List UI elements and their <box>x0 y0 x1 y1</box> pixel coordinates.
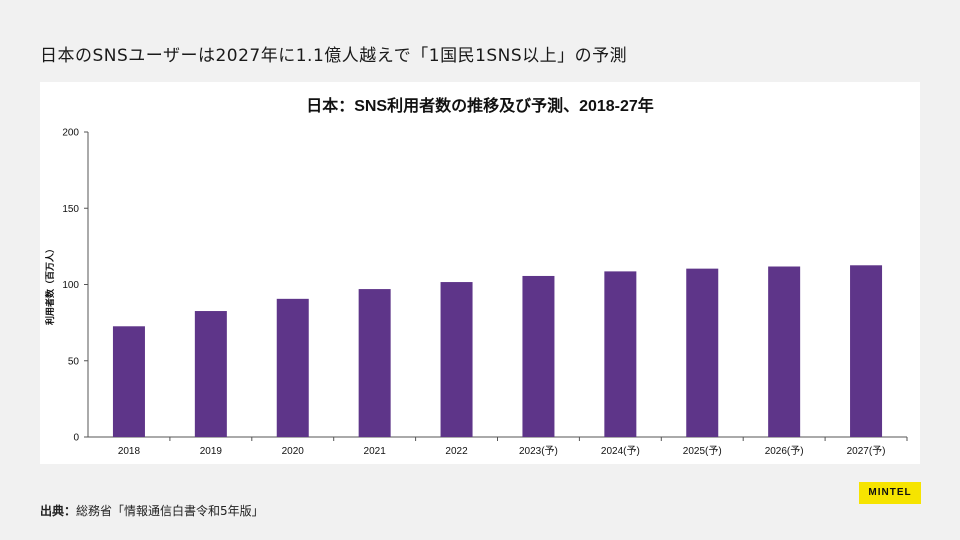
y-tick-label: 50 <box>68 356 80 367</box>
source-label: 出典： <box>40 504 77 518</box>
slide-title: 日本のSNSユーザーは2027年に1.1億人越えで「1国民1SNS以上」の予測 <box>40 46 628 66</box>
bar-chart: 0 50 100 150 200 利用者数（百万人） 2018 2019 2020 2021 202… <box>44 128 908 457</box>
x-tick-label: 2019 <box>200 446 223 457</box>
y-tick-label: 150 <box>62 204 79 215</box>
x-tick-label: 2026(予) <box>765 445 804 457</box>
x-tick-label: 2023(予) <box>519 445 558 457</box>
bar-2027(予) <box>850 265 883 437</box>
bar-2023(予) <box>522 275 555 437</box>
x-tick-label: 2020 <box>282 446 305 457</box>
source-note: 出典：総務省「情報通信白書令和5年版」 <box>40 502 264 519</box>
bar-2025(予) <box>686 268 719 437</box>
x-tick-label: 2022 <box>445 446 468 457</box>
y-axis-title: 利用者数（百万人） <box>44 244 55 326</box>
source-text: 総務省「情報通信白書令和5年版」 <box>76 504 264 518</box>
x-tick-label: 2018 <box>118 446 141 457</box>
x-tick-label: 2025(予) <box>683 445 722 457</box>
y-tick-label: 200 <box>62 128 79 139</box>
chart-title: 日本：SNS利用者数の推移及び予測、2018-27年 <box>306 98 654 115</box>
x-tick-label: 2027(予) <box>847 445 886 457</box>
bar-2022 <box>440 282 473 437</box>
bar-2019 <box>194 311 227 437</box>
bar-2018 <box>112 326 145 437</box>
bar-2026(予) <box>768 266 801 437</box>
bar-2020 <box>276 298 309 437</box>
y-tick-label: 0 <box>73 433 79 444</box>
chart-panel: 日本：SNS利用者数の推移及び予測、2018-27年 0 50 100 150 200 利… <box>40 82 920 464</box>
bar-2024(予) <box>604 271 637 437</box>
x-tick-label: 2021 <box>364 446 387 457</box>
x-tick-label: 2024(予) <box>601 445 640 457</box>
bar-2021 <box>358 289 391 437</box>
brand-logo: MINTEL <box>859 482 921 504</box>
y-tick-label: 100 <box>62 280 79 291</box>
